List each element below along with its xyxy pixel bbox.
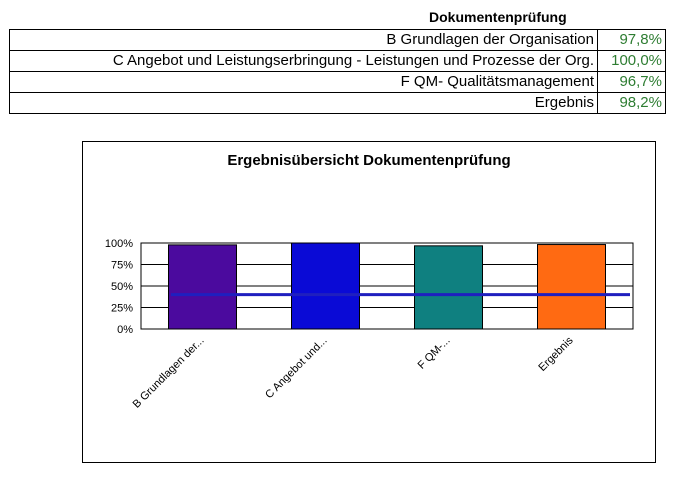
- table-row: Ergebnis 98,2%: [9, 92, 666, 114]
- x-tick-label: Ergebnis: [536, 334, 576, 374]
- table-title: Dokumentenprüfung: [429, 9, 567, 25]
- row-value: 100,0%: [597, 50, 666, 72]
- table-row: B Grundlagen der Organisation 97,8%: [9, 29, 666, 51]
- y-tick-label: 100%: [105, 238, 133, 250]
- row-label: Ergebnis: [9, 92, 598, 114]
- chart-title: Ergebnisübersicht Dokumentenprüfung: [227, 152, 511, 169]
- row-value: 98,2%: [597, 92, 666, 114]
- results-table: B Grundlagen der Organisation 97,8% C An…: [9, 29, 666, 114]
- plot-frame: [140, 242, 634, 330]
- row-label: B Grundlagen der Organisation: [9, 29, 598, 51]
- bar: [291, 242, 360, 330]
- bar: [168, 244, 237, 330]
- row-label: C Angebot und Leistungserbringung - Leis…: [9, 50, 598, 72]
- chart-container: Ergebnisübersicht Dokumentenprüfung 100%…: [82, 141, 656, 463]
- y-tick-label: 50%: [111, 281, 133, 293]
- bar: [414, 245, 483, 330]
- table-row: C Angebot und Leistungserbringung - Leis…: [9, 50, 666, 72]
- table-row: F QM- Qualitätsmanagement 96,7%: [9, 71, 666, 93]
- row-label: F QM- Qualitätsmanagement: [9, 71, 598, 93]
- x-tick-label: C Angebot und...: [263, 335, 329, 401]
- x-tick-label: B Grundlagen der...: [131, 335, 207, 411]
- y-tick-label: 25%: [111, 303, 133, 315]
- y-tick-label: 75%: [111, 260, 133, 272]
- bar-chart: 100% 75% 50% 25% 0%B Grundlagen der... C Ange…: [105, 238, 634, 411]
- x-tick-label: F QM-...: [416, 335, 453, 372]
- bar: [537, 244, 606, 330]
- y-tick-label: 0%: [117, 324, 133, 336]
- row-value: 97,8%: [597, 29, 666, 51]
- row-value: 96,7%: [597, 71, 666, 93]
